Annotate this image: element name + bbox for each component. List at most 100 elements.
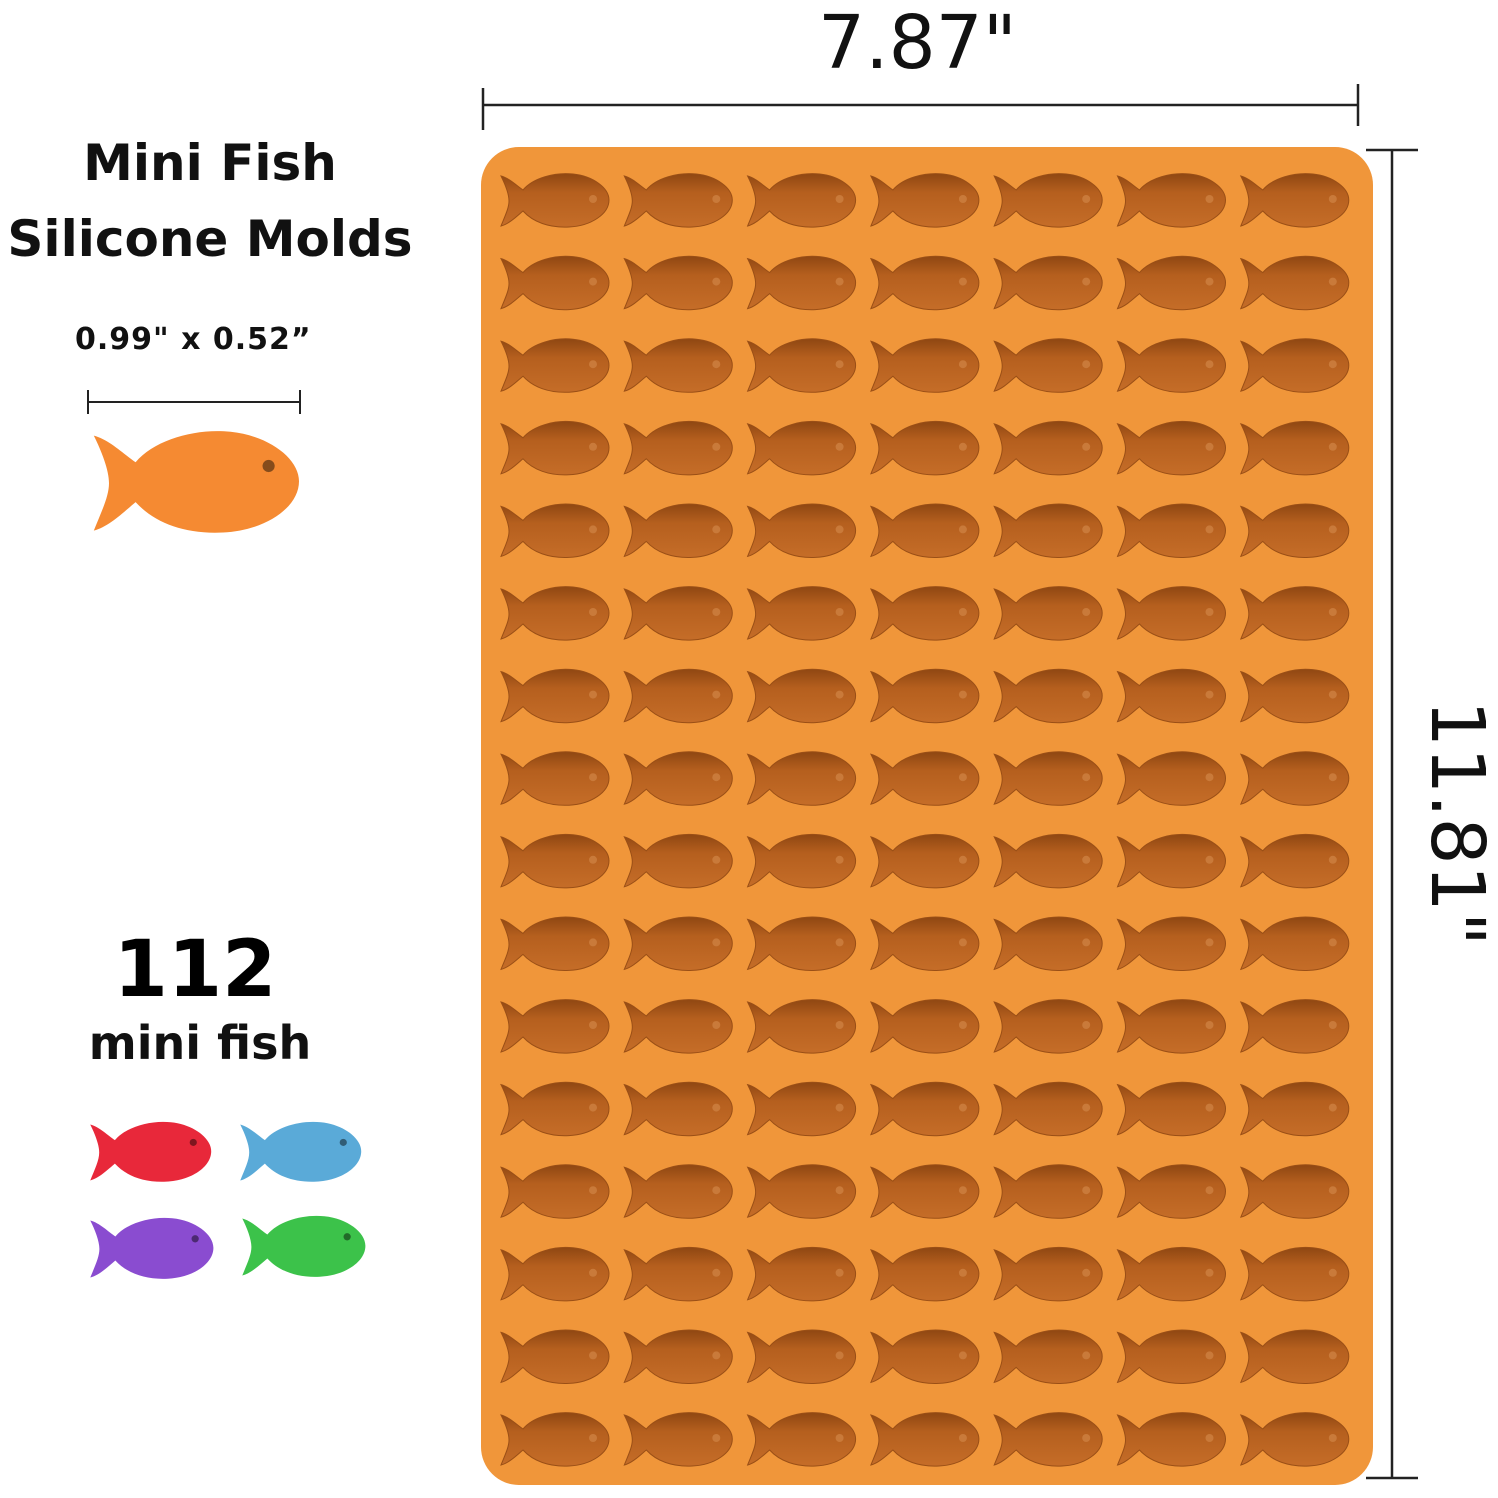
orange-fish (93, 431, 299, 533)
fish-cavity (1116, 668, 1227, 724)
fish-cavity (746, 916, 857, 971)
fish-cavity (746, 1412, 857, 1467)
fish-cavity (1116, 833, 1227, 889)
fish-cavity (1239, 173, 1350, 228)
fish-cavity (993, 1164, 1103, 1219)
title-line-2: Silicone Molds (7, 210, 413, 268)
fish-cavity (500, 999, 610, 1054)
height-dimension-line (1366, 148, 1418, 1480)
fish-cavity (746, 338, 857, 393)
piece-size-label: 0.99" x 0.52” (75, 322, 312, 357)
fish-cavity (1116, 751, 1227, 806)
fish-cavity (1239, 420, 1350, 476)
fish-cavity (746, 420, 857, 476)
fish-cavity (500, 916, 610, 971)
width-dimension-line (481, 84, 1360, 130)
red-fish (90, 1121, 212, 1182)
fish-cavity (869, 833, 980, 889)
fish-cavity (746, 751, 857, 806)
fish-cavity (623, 255, 733, 311)
fish-cavity (993, 916, 1103, 971)
fish-cavity (1116, 338, 1227, 393)
fish-cavity (500, 833, 610, 889)
fish-cavity (500, 586, 610, 641)
fish-cavity (623, 833, 733, 889)
fish-cavity (1116, 173, 1227, 228)
fish-cavity (993, 1246, 1103, 1302)
fish-cavity (993, 668, 1103, 724)
fish-cavity (1116, 1081, 1227, 1137)
fish-cavity (500, 1412, 610, 1467)
fish-cavity (500, 255, 610, 311)
fish-cavity (500, 668, 610, 724)
fish-cavity (1239, 668, 1350, 724)
fish-cavity (869, 1412, 980, 1467)
fish-cavity (746, 668, 857, 724)
fish-cavity (500, 1329, 610, 1384)
fish-cavity (500, 1164, 610, 1219)
fish-cavity (1239, 999, 1350, 1054)
fish-cavity (993, 999, 1103, 1054)
fish-cavity (623, 999, 733, 1054)
fish-cavity (993, 420, 1103, 476)
fish-count: 112 (113, 925, 277, 1015)
fish-cavity-grid (500, 173, 1350, 1467)
fish-cavity (1239, 916, 1350, 971)
fish-cavity (623, 751, 733, 806)
fish-cavity (1239, 751, 1350, 806)
fish-cavity (993, 751, 1103, 806)
fish-cavity (869, 586, 980, 641)
fish-count-label: mini fish (88, 1016, 312, 1070)
fish-cavity (500, 1081, 610, 1137)
fish-cavity (1239, 338, 1350, 393)
fish-cavity (500, 503, 610, 558)
fish-cavity (1239, 1412, 1350, 1467)
fish-cavity (869, 916, 980, 971)
fish-cavity (1116, 1412, 1227, 1467)
fish-cavity (1239, 1329, 1350, 1384)
fish-cavity (1239, 1164, 1350, 1219)
silicone-mold-tray (481, 147, 1373, 1485)
fish-cavity (1116, 255, 1227, 311)
fish-cavity (869, 751, 980, 806)
fish-cavity (1239, 503, 1350, 558)
fish-cavity (623, 173, 733, 228)
fish-cavity (500, 420, 610, 476)
blue-fish (240, 1121, 362, 1182)
fish-cavity (500, 338, 610, 393)
fish-cavity (993, 503, 1103, 558)
fish-cavity (869, 338, 980, 393)
fish-cavity (869, 1081, 980, 1137)
fish-cavity (993, 1412, 1103, 1467)
width-dimension-label: 7.87" (818, 0, 1017, 86)
fish-cavity (1116, 420, 1227, 476)
fish-cavity (993, 1081, 1103, 1137)
fish-cavity (746, 173, 857, 228)
fish-cavity (746, 255, 857, 311)
piece-dimension-line (87, 390, 301, 414)
fish-cavity (1239, 1246, 1350, 1302)
fish-cavity (869, 1329, 980, 1384)
fish-cavity (869, 420, 980, 476)
fish-cavity (1116, 916, 1227, 971)
fish-cavity (869, 1246, 980, 1302)
fish-cavity (1116, 1246, 1227, 1302)
sample-fish-group (90, 431, 366, 1279)
fish-cavity (1239, 833, 1350, 889)
fish-cavity (993, 338, 1103, 393)
fish-cavity (500, 173, 610, 228)
fish-cavity (623, 1164, 733, 1219)
fish-cavity (623, 1246, 733, 1302)
fish-cavity (500, 751, 610, 806)
fish-cavity (746, 833, 857, 889)
fish-cavity (1116, 1164, 1227, 1219)
fish-cavity (623, 668, 733, 724)
fish-cavity (869, 255, 980, 311)
purple-fish (90, 1217, 214, 1279)
fish-cavity (623, 916, 733, 971)
title-line-1: Mini Fish (83, 134, 337, 192)
fish-cavity (993, 173, 1103, 228)
fish-cavity (746, 503, 857, 558)
fish-cavity (1239, 255, 1350, 311)
